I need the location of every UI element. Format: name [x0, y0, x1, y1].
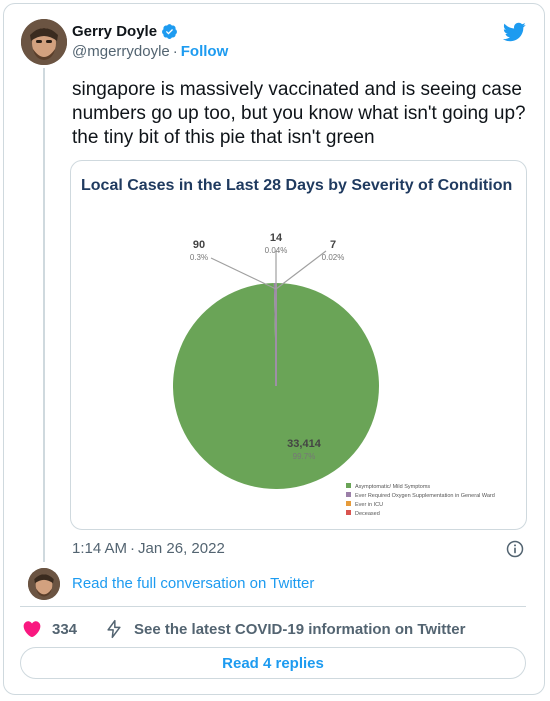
reply-avatar-image	[28, 568, 60, 600]
author-name[interactable]: Gerry Doyle	[72, 23, 178, 40]
data-label-percent: 99.7%	[293, 452, 316, 461]
data-label: 14	[270, 232, 283, 244]
thread-connector-line	[43, 68, 45, 562]
data-label: 7	[330, 239, 336, 251]
leader-line	[210, 257, 277, 290]
data-label-percent: 0.04%	[265, 246, 288, 255]
lightning-icon	[107, 619, 121, 639]
tweet-timestamp[interactable]: 1:14 AM · Jan 26, 2022	[72, 540, 225, 557]
tweet-date[interactable]: Jan 26, 2022	[138, 540, 225, 557]
data-label: 90	[193, 239, 205, 251]
read-full-conversation-link[interactable]: Read the full conversation on Twitter	[72, 575, 315, 592]
author-name-text[interactable]: Gerry Doyle	[72, 23, 158, 40]
author-handle[interactable]: @mgerrydoyle	[72, 43, 170, 60]
legend-swatch	[346, 510, 351, 515]
timestamp-separator: ·	[130, 540, 136, 557]
legend-swatch	[346, 501, 351, 506]
pie-chart: 90 0.3% 14 0.04% 7 0.02% 33,414 99.7% Asymptoma…	[172, 232, 495, 517]
tweet-media-image[interactable]: Local Cases in the Last 28 Days by Sever…	[70, 160, 527, 530]
follow-link[interactable]: Follow	[180, 43, 229, 60]
author-avatar[interactable]	[21, 19, 67, 65]
covid-info-label[interactable]: See the latest COVID-19 information on T…	[134, 620, 466, 638]
legend-swatch	[346, 492, 351, 497]
legend-swatch	[346, 483, 351, 488]
legend-entry: Asymptomatic/ Mild Symptoms	[355, 484, 430, 490]
separator-dot: ·	[172, 43, 178, 60]
data-label-percent: 0.02%	[322, 253, 345, 262]
reply-avatar[interactable]	[28, 568, 60, 600]
twitter-bird-icon[interactable]	[502, 20, 526, 44]
tweet-text: singapore is massively vaccinated and is…	[72, 79, 526, 148]
like-action[interactable]: 334	[22, 619, 77, 639]
handle-row: @mgerrydoyle · Follow	[72, 43, 228, 60]
heart-icon[interactable]	[22, 619, 42, 639]
legend-entry: Deceased	[355, 511, 380, 517]
data-label-percent: 0.3%	[190, 253, 208, 262]
data-label: 33,414	[287, 438, 322, 450]
divider	[20, 606, 526, 607]
tweet-time[interactable]: 1:14 AM	[72, 540, 128, 557]
chart-title: Local Cases in the Last 28 Days by Sever…	[81, 177, 513, 194]
like-count[interactable]: 334	[52, 620, 78, 638]
verified-badge-icon	[162, 24, 177, 39]
avatar-image	[21, 19, 67, 65]
read-replies-button[interactable]: Read 4 replies	[20, 647, 526, 679]
legend-entry: Ever Required Oxygen Supplementation in …	[355, 493, 495, 499]
legend-entry: Ever in ICU	[355, 502, 383, 508]
covid-info-link[interactable]: See the latest COVID-19 information on T…	[104, 619, 465, 639]
leader-line	[275, 250, 327, 290]
info-icon[interactable]	[505, 539, 525, 559]
